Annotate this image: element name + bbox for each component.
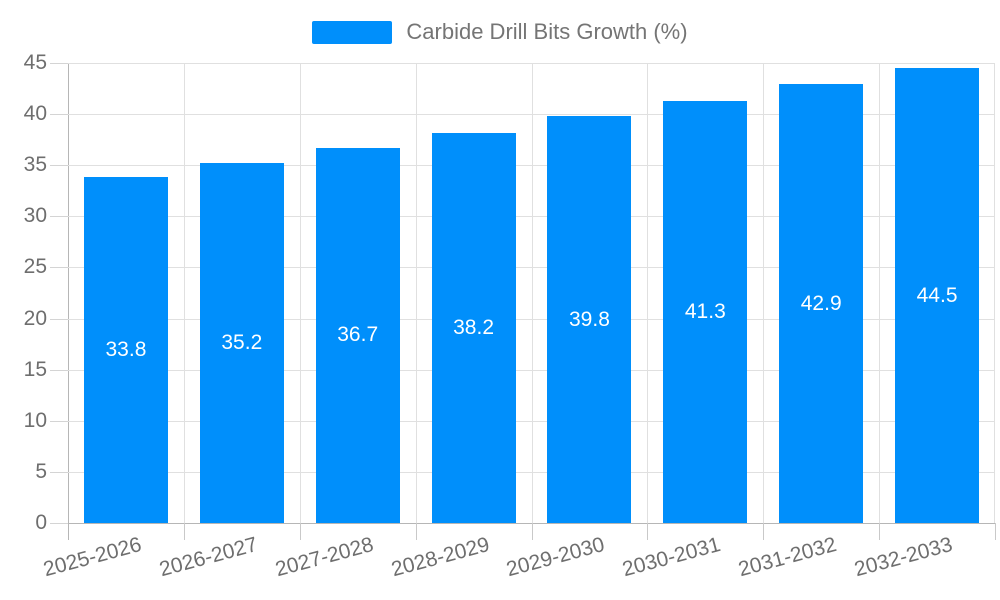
x-gridline [183,63,185,523]
x-gridline [415,63,417,523]
y-axis-tick [50,420,68,422]
bar-value-label: 36.7 [337,323,379,347]
y-axis-tick [50,318,68,320]
plot-area: 33.8 35.2 36.7 38.2 39.8 41.3 42.9 44.5 [68,63,995,523]
x-gridline [879,63,881,523]
y-axis-line [68,63,69,540]
legend-item[interactable]: Carbide Drill Bits Growth (%) [312,19,688,45]
x-gridline [531,63,533,523]
bar[interactable] [315,147,400,523]
x-axis-tick [531,523,533,540]
y-axis-label: 10 [23,408,47,432]
bar[interactable] [779,84,864,523]
x-axis-tick [299,523,301,540]
y-axis-tick [50,114,68,116]
legend-swatch [312,20,393,44]
x-gridline [763,63,765,523]
y-axis-tick [50,63,68,64]
bar[interactable] [199,163,284,523]
bar[interactable] [431,132,516,523]
x-gridline [299,63,301,523]
bar[interactable] [547,116,632,523]
x-axis-tick [415,523,417,540]
y-axis-tick [50,471,68,473]
y-axis-label: 30 [23,204,47,228]
y-axis-label: 35 [23,153,47,177]
bar-value-label: 35.2 [221,331,263,355]
x-axis-tick [183,523,185,540]
bar[interactable] [83,177,168,523]
bar-value-label: 41.3 [684,299,726,323]
y-axis-label: 0 [35,511,47,534]
x-axis-tick [647,523,649,540]
x-axis-tick [879,523,881,540]
y-axis-tick [50,216,68,218]
y-axis-label: 5 [35,459,47,483]
y-axis-label: 15 [23,357,47,381]
bar-value-label: 33.8 [105,338,147,362]
y-axis-tick [50,523,68,524]
bar[interactable] [895,68,980,523]
y-axis-tick [50,369,68,371]
y-axis-tick [50,165,68,167]
x-gridline [994,63,995,523]
legend-label: Carbide Drill Bits Growth (%) [406,19,688,44]
y-axis-label: 45 [23,51,47,74]
x-axis-tick [763,523,765,540]
legend: Carbide Drill Bits Growth (%) [0,19,1000,45]
y-axis-tick [50,267,68,269]
bar-value-label: 44.5 [916,283,958,307]
x-axis-tick [995,523,996,540]
y-axis-label: 25 [23,255,47,279]
y-axis-label: 20 [23,306,47,330]
bar[interactable] [663,100,748,523]
bar-value-label: 42.9 [800,291,842,315]
bar-value-label: 39.8 [569,307,610,331]
x-gridline [647,63,649,523]
y-axis-label: 40 [23,102,47,126]
bar-value-label: 38.2 [453,315,494,339]
